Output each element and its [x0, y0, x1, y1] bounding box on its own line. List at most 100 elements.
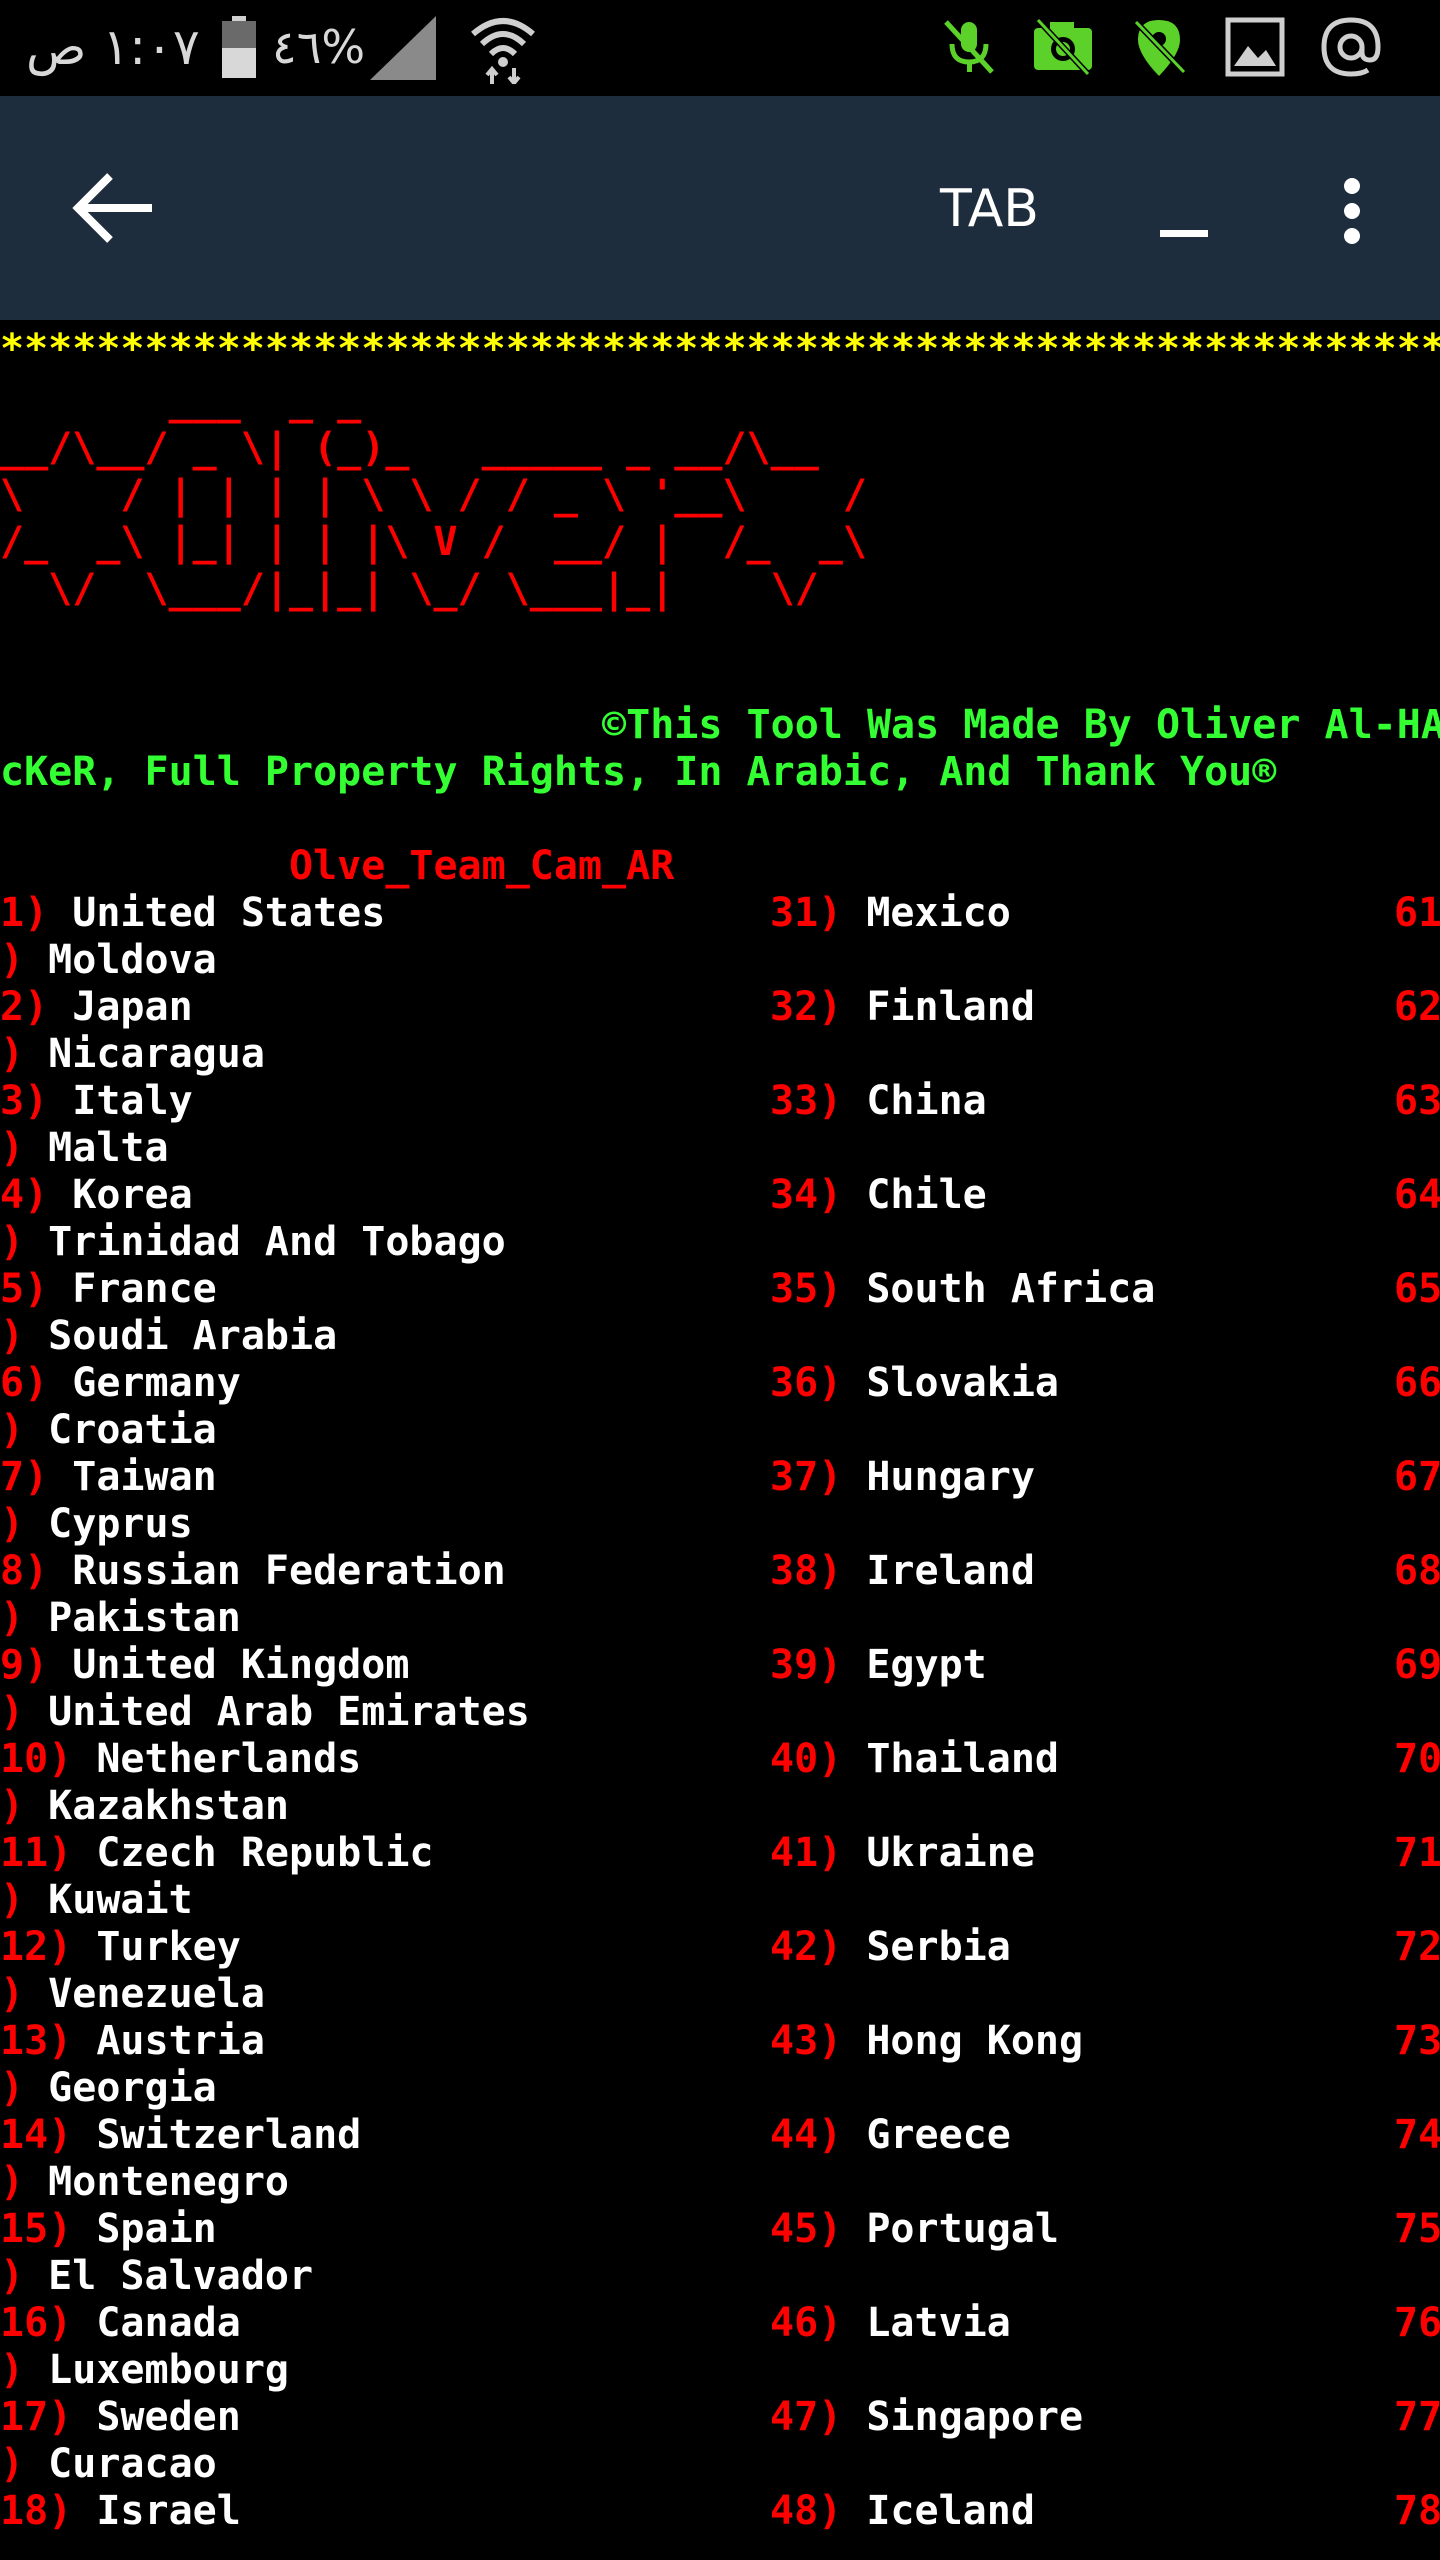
- wrapped-country: ) El Salvador: [0, 2253, 314, 2299]
- country-name: Serbia: [866, 1924, 1011, 1970]
- status-time: ١:٠٧ ص: [26, 18, 200, 76]
- country-name: Iceland: [866, 2488, 1035, 2534]
- country-row-col2: 34) Chile: [770, 1172, 987, 1219]
- country-name: South Africa: [866, 1266, 1156, 1312]
- country-name: Portugal: [866, 2206, 1059, 2252]
- country-number: 12): [0, 1924, 97, 1970]
- arrow-left-icon[interactable]: [68, 168, 158, 248]
- country-number: 17): [0, 2394, 97, 2440]
- country-name: Singapore: [866, 2394, 1084, 2440]
- country-row-col2: 47) Singapore: [770, 2394, 1083, 2441]
- country-name: Netherlands: [96, 1736, 362, 1782]
- country-row-col2: 44) Greece: [770, 2112, 1011, 2159]
- country-name: Switzerland: [96, 2112, 362, 2158]
- country-row: 17) Sweden: [0, 2394, 241, 2441]
- wrapped-country: ) Kuwait: [0, 1877, 193, 1923]
- country-row-col2: 43) Hong Kong: [770, 2018, 1083, 2065]
- country-name: Korea: [72, 1172, 193, 1218]
- country-row: 8) Russian Federation: [0, 1548, 506, 1595]
- country-row: 7) Taiwan: [0, 1454, 217, 1501]
- country-row: 10) Netherlands: [0, 1736, 361, 1783]
- country-row-col2: 38) Ireland: [770, 1548, 1035, 1595]
- country-number: 34): [770, 1172, 867, 1218]
- country-number: 38): [770, 1548, 867, 1594]
- country-number: 5): [0, 1266, 73, 1312]
- country-row: 9) United Kingdom: [0, 1642, 409, 1689]
- country-number: 6): [0, 1360, 73, 1406]
- country-name: Turkey: [96, 1924, 241, 1970]
- wifi-icon: [471, 18, 535, 84]
- country-number: 70: [1394, 1736, 1440, 1782]
- at-icon: [1321, 17, 1381, 77]
- country-number: 3): [0, 1078, 73, 1124]
- country-row: 4) Korea: [0, 1172, 193, 1219]
- more-vert-icon[interactable]: [1330, 172, 1374, 252]
- country-name: Ukraine: [866, 1830, 1035, 1876]
- country-name: Ireland: [866, 1548, 1035, 1594]
- country-row-col2: 32) Finland: [770, 984, 1035, 1031]
- battery-icon: [222, 16, 256, 78]
- country-name: Chile: [866, 1172, 987, 1218]
- country-name: Hungary: [866, 1454, 1035, 1500]
- country-number: 15): [0, 2206, 97, 2252]
- tab-title: TAB: [940, 179, 1039, 239]
- country-number: 62: [1394, 984, 1440, 1030]
- country-number: 7): [0, 1454, 73, 1500]
- country-row: 18) Israel: [0, 2488, 241, 2535]
- wrapped-country: ) Malta: [0, 1125, 169, 1171]
- country-number: 67: [1394, 1454, 1440, 1500]
- country-name: United States: [72, 890, 386, 936]
- wrapped-country: ) United Arab Emirates: [0, 1689, 530, 1735]
- country-row-col2: 33) China: [770, 1078, 987, 1125]
- country-number: 18): [0, 2488, 97, 2534]
- wrapped-country: ) Nicaragua: [0, 1031, 265, 1077]
- country-row-col2: 46) Latvia: [770, 2300, 1011, 2347]
- wrapped-country: ) Georgia: [0, 2065, 217, 2111]
- country-name: Slovakia: [866, 1360, 1059, 1406]
- country-row-col2: 42) Serbia: [770, 1924, 1011, 1971]
- country-number: 44): [770, 2112, 867, 2158]
- country-number: 75: [1394, 2206, 1440, 2252]
- terminal-output[interactable]: ****************************************…: [0, 320, 1440, 2560]
- wrapped-country: ) Soudi Arabia: [0, 1313, 338, 1359]
- mic-off-icon: [944, 20, 994, 74]
- country-number: 64: [1394, 1172, 1440, 1218]
- country-name: Latvia: [866, 2300, 1011, 2346]
- country-number: 66: [1394, 1360, 1440, 1406]
- country-row: 1) United States: [0, 890, 385, 937]
- country-number: 74: [1394, 2112, 1440, 2158]
- app-bar: TAB: [0, 96, 1440, 320]
- wrapped-country: ) Montenegro: [0, 2159, 289, 2205]
- country-number: 42): [770, 1924, 867, 1970]
- country-number: 46): [770, 2300, 867, 2346]
- country-number: 37): [770, 1454, 867, 1500]
- country-number: 63: [1394, 1078, 1440, 1124]
- wrapped-country: ) Moldova: [0, 937, 217, 983]
- country-row-col2: 45) Portugal: [770, 2206, 1059, 2253]
- country-number: 72: [1394, 1924, 1440, 1970]
- country-row-col2: 39) Egypt: [770, 1642, 987, 1689]
- country-number: 68: [1394, 1548, 1440, 1594]
- country-number: 61: [1394, 890, 1440, 936]
- wrapped-country: ) Luxembourg: [0, 2347, 289, 2393]
- country-number: 65: [1394, 1266, 1440, 1312]
- country-number: 14): [0, 2112, 97, 2158]
- status-bar: ١:٠٧ ص %٤٦: [0, 0, 1440, 96]
- country-row: 6) Germany: [0, 1360, 241, 1407]
- country-row: 14) Switzerland: [0, 2112, 361, 2159]
- country-number: 8): [0, 1548, 73, 1594]
- country-number: 2): [0, 984, 73, 1030]
- country-number: 69: [1394, 1642, 1440, 1688]
- minimize-button[interactable]: [1160, 230, 1208, 237]
- country-number: 31): [770, 890, 867, 936]
- country-number: 76: [1394, 2300, 1440, 2346]
- country-name: Mexico: [866, 890, 1011, 936]
- country-number: 40): [770, 1736, 867, 1782]
- country-row: 11) Czech Republic: [0, 1830, 433, 1877]
- country-number: 35): [770, 1266, 867, 1312]
- country-number: 39): [770, 1642, 867, 1688]
- country-name: Austria: [96, 2018, 265, 2064]
- country-row-col2: 31) Mexico: [770, 890, 1011, 937]
- country-name: Russian Federation: [72, 1548, 506, 1594]
- country-name: Hong Kong: [866, 2018, 1084, 2064]
